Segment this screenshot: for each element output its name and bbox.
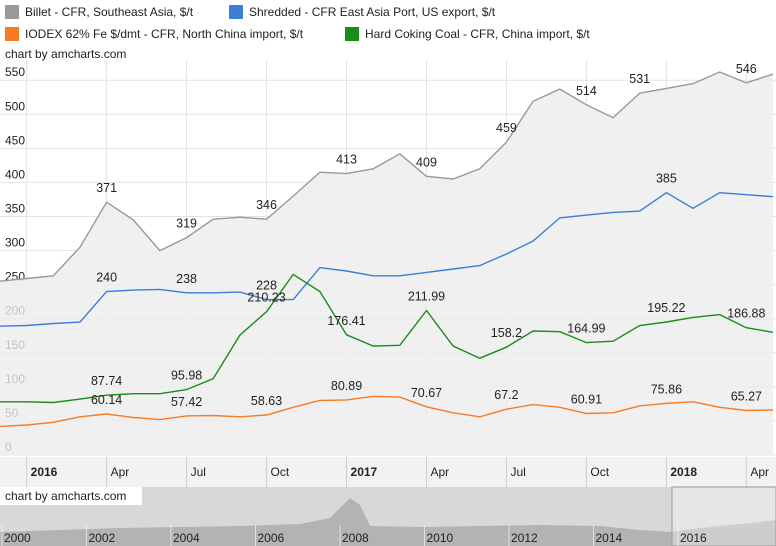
value-label: 58.63 — [251, 394, 282, 408]
value-label: 319 — [176, 217, 197, 231]
x-tick-label: Jul — [191, 465, 206, 479]
scrollbar-label: 2008 — [342, 531, 369, 545]
value-label: 60.14 — [91, 393, 122, 407]
value-label: 176.41 — [327, 314, 365, 328]
scrollbar-area — [0, 498, 776, 546]
legend-label: Shredded - CFR East Asia Port, US export… — [249, 5, 496, 19]
scrollbar-label: 2004 — [173, 531, 200, 545]
scrollbar-label: 2002 — [89, 531, 116, 545]
credit: chart by amcharts.com — [5, 47, 126, 61]
value-label: 60.91 — [571, 392, 602, 406]
value-label: 65.27 — [731, 390, 762, 404]
y-tick-label: 400 — [5, 167, 25, 181]
x-tick-label: Apr — [111, 465, 130, 479]
value-label: 210.23 — [247, 291, 285, 305]
value-label: 67.2 — [494, 388, 518, 402]
value-label: 70.67 — [411, 386, 442, 400]
legend-label: Hard Coking Coal - CFR, China import, $/… — [365, 27, 590, 41]
value-label: 459 — [496, 121, 517, 135]
value-label: 531 — [629, 72, 650, 86]
value-label: 211.99 — [408, 290, 445, 304]
value-label: 413 — [336, 153, 357, 167]
x-tick-label: 2016 — [31, 465, 58, 479]
y-tick-label: 350 — [5, 202, 25, 216]
x-tick-label: 2018 — [670, 465, 697, 479]
value-label: 80.89 — [331, 379, 362, 393]
legend-swatch — [5, 27, 19, 41]
value-label: 158.2 — [491, 326, 522, 340]
x-tick-label: Jul — [510, 465, 525, 479]
value-label: 186.88 — [727, 307, 765, 321]
legend-label: Billet - CFR, Southeast Asia, $/t — [25, 5, 194, 19]
value-label: 514 — [576, 84, 597, 98]
scrollbar-labels: 2000 2002 2004 2006 2008 2010 2012 2014 2016 — [1, 525, 707, 546]
scrollbar-selection[interactable] — [671, 486, 776, 546]
y-tick-label: 550 — [5, 65, 25, 79]
value-label: 57.42 — [171, 395, 202, 409]
x-axis: 2016 Apr Jul Oct 2017 Apr Jul Oct 2018 Apr — [26, 457, 769, 487]
value-label: 546 — [736, 62, 757, 76]
x-axis-band — [0, 457, 776, 487]
value-label: 195.22 — [647, 301, 685, 315]
scrollbar-label: 2010 — [427, 531, 454, 545]
scrollbar-label: 2006 — [258, 531, 285, 545]
scrollbar-label: 2012 — [511, 531, 538, 545]
series-line — [0, 71, 774, 282]
series-line — [0, 191, 774, 327]
y-tick-label: 300 — [5, 236, 25, 250]
scrollbar: chart by amcharts.com 2000 2002 2004 2006 20… — [0, 486, 776, 546]
value-label: 409 — [416, 155, 437, 169]
credit-bg — [0, 487, 142, 505]
scrollbar-label: 2014 — [596, 531, 623, 545]
legend: Billet - CFR, Southeast Asia, $/t Shredde… — [5, 5, 590, 41]
value-label: 75.86 — [651, 382, 682, 396]
scrollbar-label: 2000 — [4, 531, 31, 545]
value-label: 371 — [96, 181, 117, 195]
legend-swatch — [229, 5, 243, 19]
x-tick-label: 2017 — [351, 465, 378, 479]
value-label: 238 — [176, 272, 197, 286]
value-label: 95.98 — [171, 369, 202, 383]
value-label: 87.74 — [91, 374, 122, 388]
value-label: 240 — [96, 270, 117, 284]
legend-swatch — [345, 27, 359, 41]
legend-label: IODEX 62% Fe $/dmt - CFR, North China im… — [25, 27, 304, 41]
x-tick-label: Apr — [750, 465, 769, 479]
series-line — [0, 273, 774, 404]
series-line — [0, 395, 774, 428]
value-label: 164.99 — [567, 322, 605, 336]
x-tick-label: Oct — [271, 465, 290, 479]
y-tick-label: 450 — [5, 133, 25, 147]
series-area — [0, 72, 773, 455]
x-tick-label: Oct — [590, 465, 609, 479]
legend-swatch — [5, 5, 19, 19]
value-label: 228 — [256, 279, 277, 293]
value-label: 385 — [656, 172, 677, 186]
x-tick-label: Apr — [430, 465, 449, 479]
value-label: 346 — [256, 198, 277, 212]
plot-area: 0501001502002503003504004505005503713193… — [0, 60, 776, 456]
credit: chart by amcharts.com — [5, 489, 126, 503]
scrollbar-label: 2016 — [680, 531, 707, 545]
y-tick-label: 500 — [5, 99, 25, 113]
